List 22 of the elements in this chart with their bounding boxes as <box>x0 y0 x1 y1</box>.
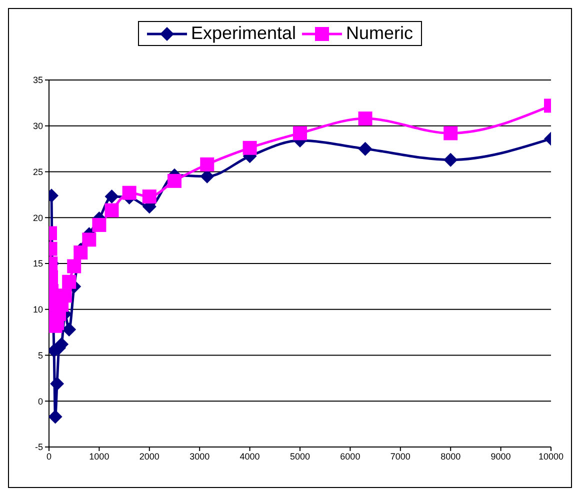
y-tick-label: 15 <box>32 258 43 269</box>
x-tick-label: 6000 <box>340 451 360 462</box>
y-tick-label: 20 <box>32 212 43 223</box>
x-tick-label: 0 <box>46 451 52 462</box>
y-tick-label: -5 <box>34 442 43 452</box>
x-tick-label: 9000 <box>490 451 511 462</box>
y-tick-label: 25 <box>32 166 43 177</box>
y-tick-label: 10 <box>32 304 43 315</box>
y-tick-label: 35 <box>32 75 43 86</box>
x-tick-label: 8000 <box>440 451 461 462</box>
y-tick-label: 5 <box>38 350 43 360</box>
y-tick-label: 0 <box>38 396 43 406</box>
y-tick-label: 30 <box>32 121 43 132</box>
x-tick-label: 5000 <box>290 451 310 462</box>
x-tick-label: 10000 <box>538 451 564 462</box>
legend-label: Experimental <box>190 23 296 44</box>
x-tick-label: 2000 <box>139 451 160 462</box>
legend-label: Numeric <box>346 23 414 44</box>
x-tick-label: 3000 <box>190 451 210 462</box>
x-tick-label: 1000 <box>89 451 110 462</box>
x-tick-label: 4000 <box>240 451 260 462</box>
x-tick-label: 7000 <box>390 451 410 462</box>
